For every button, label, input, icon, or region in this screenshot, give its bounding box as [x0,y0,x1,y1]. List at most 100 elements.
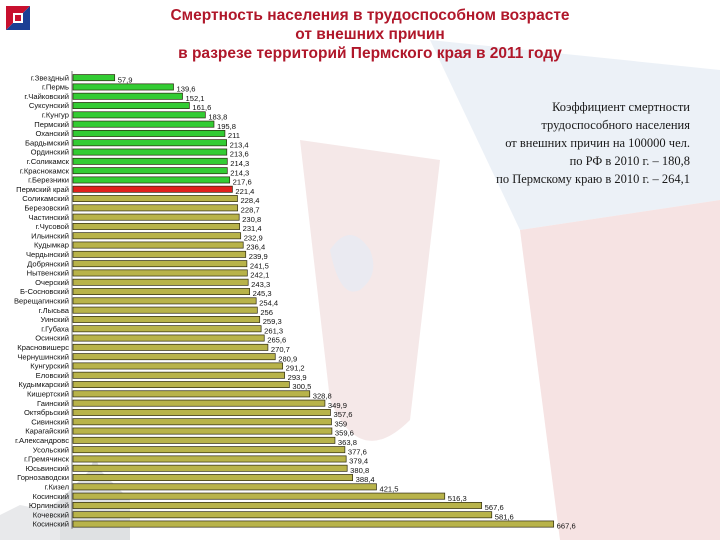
title-line: Смертность населения в трудоспособном во… [170,7,570,24]
category-label: Верещагинский [14,296,69,305]
value-label: 377,6 [348,447,367,456]
bar [72,223,240,230]
category-label: г.Березники [28,176,69,185]
category-label: г.Лысьва [39,306,70,315]
bar [72,195,238,202]
category-label: Б-Сосновский [20,287,69,296]
bar [72,306,258,314]
title-line: от внешних причин [295,26,445,43]
category-label: г.Кизел [45,482,69,491]
value-label: 214,3 [230,168,249,177]
bar [72,511,493,519]
bar [72,446,346,454]
bar [72,418,332,426]
bar [72,399,326,407]
category-label: г.Чайковский [24,92,69,101]
value-label: 242,1 [250,271,269,280]
bar [72,455,347,463]
value-label: 217,6 [233,178,252,187]
value-label: 256 [260,308,273,317]
bar [72,474,353,482]
category-label: г.Чусовой [36,222,69,231]
value-label: 328,8 [313,391,332,400]
title-line: в разрезе территорий Пермского края в 20… [178,45,562,62]
bar [72,241,244,249]
bar [72,343,269,351]
value-label: 300,5 [292,382,311,391]
note-line: от внешних причин на 100000 чел. [505,136,690,150]
category-label: Кудымкар [34,241,69,250]
value-label: 221,4 [235,187,254,196]
bar [72,334,265,342]
category-label: Гаинский [37,399,69,408]
chart-title: Смертность населения в трудоспособном во… [110,6,630,63]
value-label: 183,8 [208,112,227,121]
category-label: Кишертский [27,389,69,398]
category-label: г.Звездный [31,73,69,82]
bar [72,157,228,165]
category-label: Добрянский [27,259,69,268]
bar [72,390,311,398]
value-label: 667,6 [557,522,576,531]
value-label: 421,5 [379,484,398,493]
category-label: Уинский [40,315,69,324]
bar [72,288,250,296]
category-label: Ординский [31,148,69,157]
value-label: 291,2 [286,364,305,373]
bar [72,102,190,109]
bar [72,464,348,472]
category-label: Косинский [33,520,69,529]
value-label: 516,3 [448,494,467,503]
category-label: Оханский [35,129,69,138]
value-label: 254,4 [259,298,278,307]
bar [72,492,446,500]
category-label: г.Кунгур [42,110,69,119]
value-label: 293,9 [288,373,307,382]
value-label: 213,6 [230,150,249,159]
bar [72,436,336,444]
category-label: Октябрьский [24,408,69,417]
value-label: 239,9 [249,252,268,261]
category-label: Юсьвинский [26,464,70,473]
category-label: Чердынский [26,250,69,259]
bar [72,167,228,175]
category-label: Еловский [36,371,69,380]
category-label: г.Александровс [15,436,69,445]
bar [72,232,242,240]
bar [72,176,231,184]
note-line: Коэффициент смертности [552,100,690,114]
bar [72,213,240,221]
category-label: Суксунский [29,101,69,110]
bar [72,353,276,361]
value-label: 161,6 [192,103,211,112]
category-label: Косинский [33,492,69,501]
value-label: 236,4 [246,243,265,252]
category-label: Осинский [35,334,69,343]
bar [72,409,331,416]
category-label: Чернушинский [17,352,69,361]
value-label: 211 [228,131,240,140]
value-label: 270,7 [271,345,290,354]
category-label: Кудымкарский [18,380,69,389]
mortality-note: Коэффициент смертности трудоспособного н… [420,98,690,188]
bar [72,185,233,193]
bar [72,130,226,137]
category-label: г.Гремячинск [24,455,70,464]
value-label: 232,9 [244,233,263,242]
value-label: 214,3 [230,159,249,168]
bar [72,83,174,91]
value-label: 388,4 [356,475,375,484]
category-label: Пермский [34,120,69,129]
category-label: Юрлинский [29,501,69,510]
bar [72,483,377,491]
note-line: трудоспособного населения [541,118,690,132]
category-label: Кунгурский [30,362,69,371]
bar [72,92,183,100]
value-label: 57,9 [118,75,133,84]
bar [72,148,228,156]
category-label: Кочевский [33,510,69,519]
category-label: Усольский [33,445,69,454]
value-label: 195,8 [217,122,236,131]
bar [72,111,206,119]
